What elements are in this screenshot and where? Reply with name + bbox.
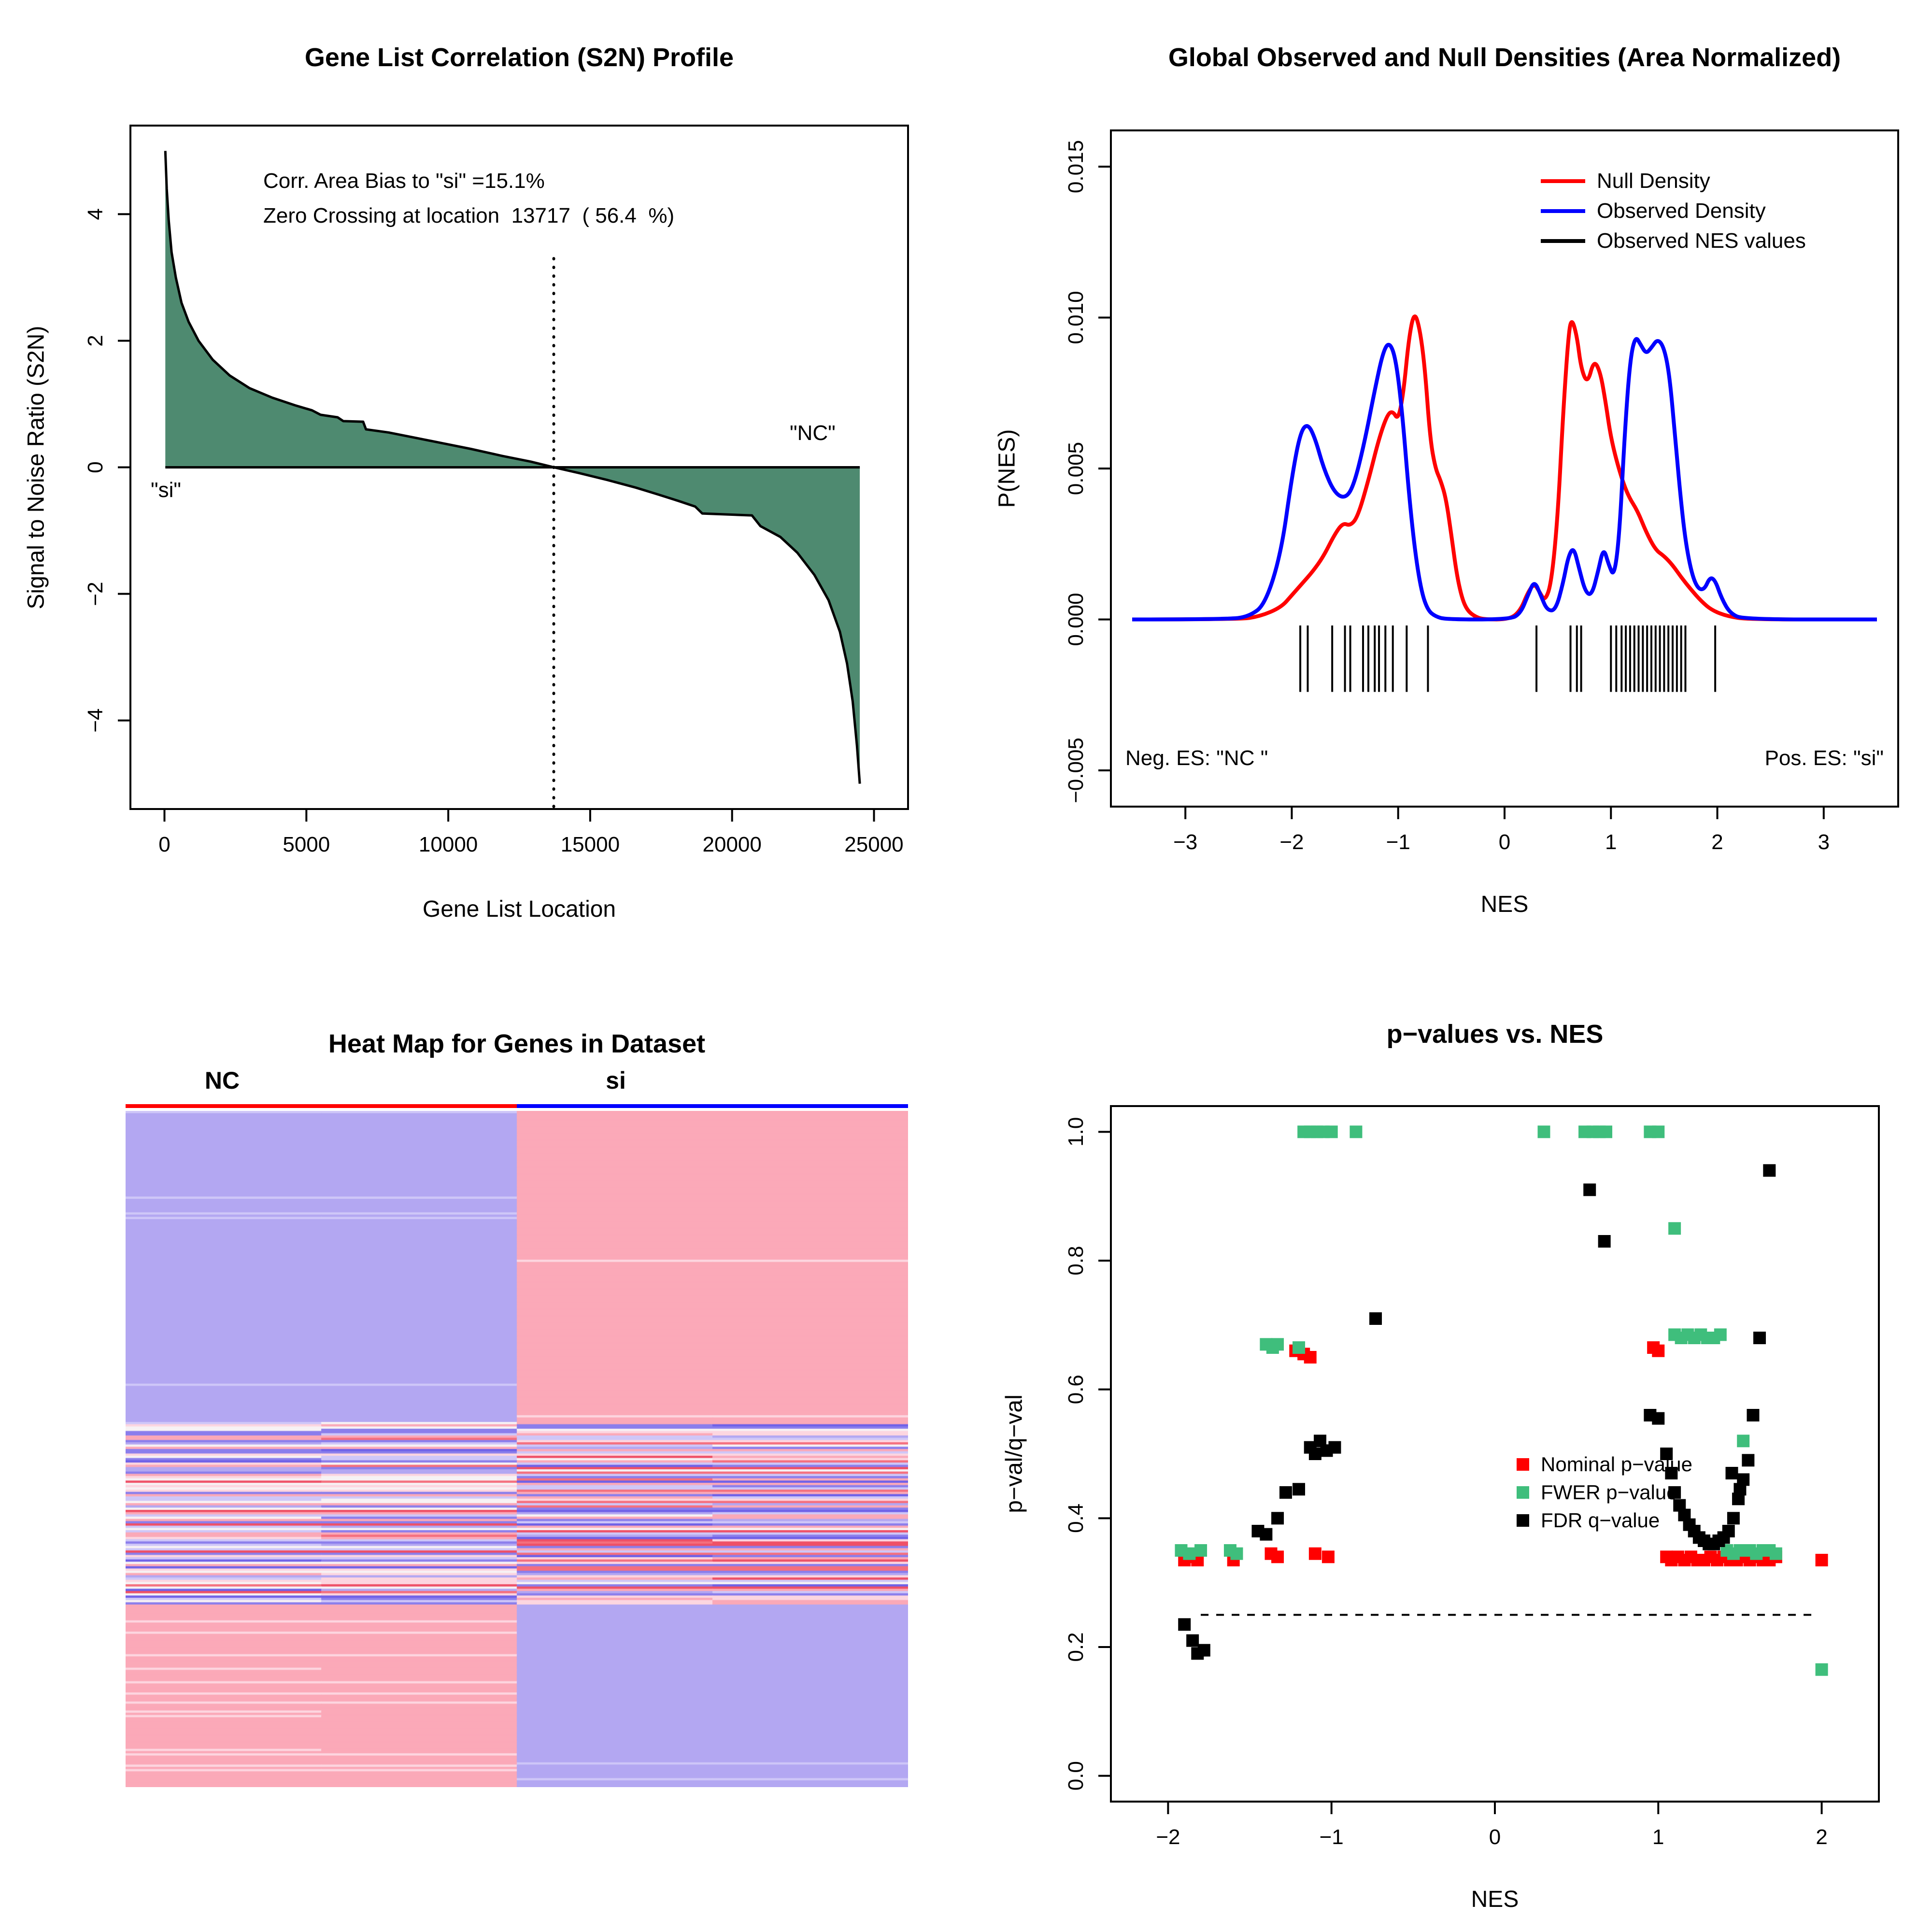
observed-nes-line-swatch bbox=[1541, 239, 1585, 243]
fdr-qvalue-swatch bbox=[1517, 1514, 1529, 1527]
panel-s2n-profile: 0 5000 10000 15000 20000 25000 −4 −2 0 2 4 Gene Li… bbox=[0, 0, 966, 966]
si-class-bar bbox=[517, 1104, 908, 1108]
legend-label: Null Density bbox=[1597, 169, 1710, 193]
svg-text:2: 2 bbox=[1711, 830, 1723, 854]
legend-label: FDR q−value bbox=[1541, 1509, 1660, 1532]
s2n-y-axis-label: Signal to Noise Ratio (S2N) bbox=[23, 326, 49, 610]
svg-text:0.010: 0.010 bbox=[1064, 291, 1088, 344]
legend-label: Observed Density bbox=[1597, 199, 1766, 223]
panel-pvalues: −2 −1 0 1 2 0.0 0.2 0.4 0.6 0.8 1.0 p−values vs. N… bbox=[966, 966, 1932, 1932]
pvalues-legend: Nominal p−value FWER p−value FDR q−value bbox=[1517, 1453, 1692, 1532]
svg-text:−2: −2 bbox=[84, 582, 107, 606]
svg-text:0.015: 0.015 bbox=[1064, 140, 1088, 193]
legend-fwer-pvalue: FWER p−value bbox=[1517, 1481, 1692, 1504]
nc-phenotype-label: "NC" bbox=[790, 421, 836, 445]
legend-fdr-qvalue: FDR q−value bbox=[1517, 1509, 1692, 1532]
svg-text:1: 1 bbox=[1605, 830, 1617, 854]
svg-text:2: 2 bbox=[1816, 1825, 1827, 1849]
observed-density-line-swatch bbox=[1541, 209, 1585, 213]
null-density-line-swatch bbox=[1541, 179, 1585, 183]
svg-text:2: 2 bbox=[84, 335, 107, 346]
legend-null-density: Null Density bbox=[1541, 169, 1806, 193]
fwer-pvalue-swatch bbox=[1517, 1486, 1529, 1499]
svg-text:0.0: 0.0 bbox=[1064, 1761, 1088, 1790]
si-phenotype-label: "si" bbox=[151, 478, 182, 502]
heatmap-canvas bbox=[126, 1111, 908, 1787]
svg-text:0: 0 bbox=[1489, 1825, 1501, 1849]
pvalues-x-axis-label: NES bbox=[1471, 1887, 1519, 1912]
pos-es-label: Pos. ES: "si" bbox=[1764, 746, 1884, 770]
svg-text:1.0: 1.0 bbox=[1064, 1117, 1088, 1147]
svg-text:−2: −2 bbox=[1156, 1825, 1180, 1849]
svg-text:25000: 25000 bbox=[844, 833, 903, 856]
svg-text:0.4: 0.4 bbox=[1064, 1504, 1088, 1533]
legend-observed-density: Observed Density bbox=[1541, 199, 1806, 223]
corr-area-bias-annotation: Corr. Area Bias to "si" =15.1% bbox=[263, 169, 545, 193]
densities-plot: −3 −2 −1 0 1 2 3 −0.005 0.000 0.005 0.010 0.015 bbox=[1064, 129, 1899, 854]
svg-text:−0.005: −0.005 bbox=[1064, 738, 1088, 803]
densities-title: Global Observed and Null Densities (Area… bbox=[1168, 43, 1841, 72]
heatmap-title: Heat Map for Genes in Dataset bbox=[328, 1029, 706, 1058]
s2n-title: Gene List Correlation (S2N) Profile bbox=[304, 43, 734, 72]
svg-text:−4: −4 bbox=[84, 708, 107, 732]
svg-text:20000: 20000 bbox=[703, 833, 762, 856]
pvalues-y-axis-label: p−val/q−val bbox=[1001, 1394, 1027, 1513]
si-column-label: si bbox=[606, 1067, 626, 1094]
svg-text:0: 0 bbox=[84, 461, 107, 473]
legend-nominal-pvalue: Nominal p−value bbox=[1517, 1453, 1692, 1476]
pvalues-title: p−values vs. NES bbox=[1386, 1020, 1604, 1049]
legend-label: Nominal p−value bbox=[1541, 1453, 1693, 1476]
svg-text:0.005: 0.005 bbox=[1064, 442, 1088, 495]
svg-text:0.000: 0.000 bbox=[1064, 593, 1088, 646]
svg-text:10000: 10000 bbox=[419, 833, 478, 856]
svg-text:3: 3 bbox=[1818, 830, 1830, 854]
neg-es-label: Neg. ES: "NC " bbox=[1125, 746, 1268, 770]
svg-text:0.8: 0.8 bbox=[1064, 1246, 1088, 1275]
svg-text:5000: 5000 bbox=[283, 833, 330, 856]
s2n-x-axis-label: Gene List Location bbox=[422, 896, 616, 922]
legend-observed-nes: Observed NES values bbox=[1541, 229, 1806, 253]
svg-text:−2: −2 bbox=[1279, 830, 1304, 854]
panel-densities: −3 −2 −1 0 1 2 3 −0.005 0.000 0.005 0.010 0.015 Glo… bbox=[966, 0, 1932, 966]
density-legend: Null Density Observed Density Observed N… bbox=[1541, 169, 1806, 253]
svg-text:15000: 15000 bbox=[561, 833, 620, 856]
svg-text:0: 0 bbox=[1499, 830, 1510, 854]
nc-column-label: NC bbox=[204, 1067, 240, 1094]
s2n-plot: 0 5000 10000 15000 20000 25000 −4 −2 0 2 4 bbox=[84, 125, 909, 856]
svg-text:0.6: 0.6 bbox=[1064, 1375, 1088, 1404]
svg-text:4: 4 bbox=[84, 208, 107, 220]
svg-text:0: 0 bbox=[158, 833, 170, 856]
densities-x-axis-label: NES bbox=[1480, 892, 1529, 917]
legend-label: Observed NES values bbox=[1597, 229, 1806, 253]
svg-text:−1: −1 bbox=[1320, 1825, 1344, 1849]
zero-crossing-annotation: Zero Crossing at location 13717 ( 56.4 %… bbox=[263, 204, 675, 227]
svg-text:0.2: 0.2 bbox=[1064, 1632, 1088, 1662]
nc-class-bar bbox=[126, 1104, 517, 1108]
densities-y-axis-label: P(NES) bbox=[994, 429, 1020, 508]
svg-text:−1: −1 bbox=[1386, 830, 1410, 854]
svg-text:1: 1 bbox=[1652, 1825, 1664, 1849]
legend-label: FWER p−value bbox=[1541, 1481, 1678, 1504]
svg-text:−3: −3 bbox=[1173, 830, 1197, 854]
pvalues-plot: −2 −1 0 1 2 0.0 0.2 0.4 0.6 0.8 1.0 bbox=[1064, 1105, 1880, 1849]
panel-heatmap: Heat Map for Genes in Dataset NC si bbox=[0, 966, 966, 1932]
nominal-pvalue-swatch bbox=[1517, 1458, 1529, 1471]
